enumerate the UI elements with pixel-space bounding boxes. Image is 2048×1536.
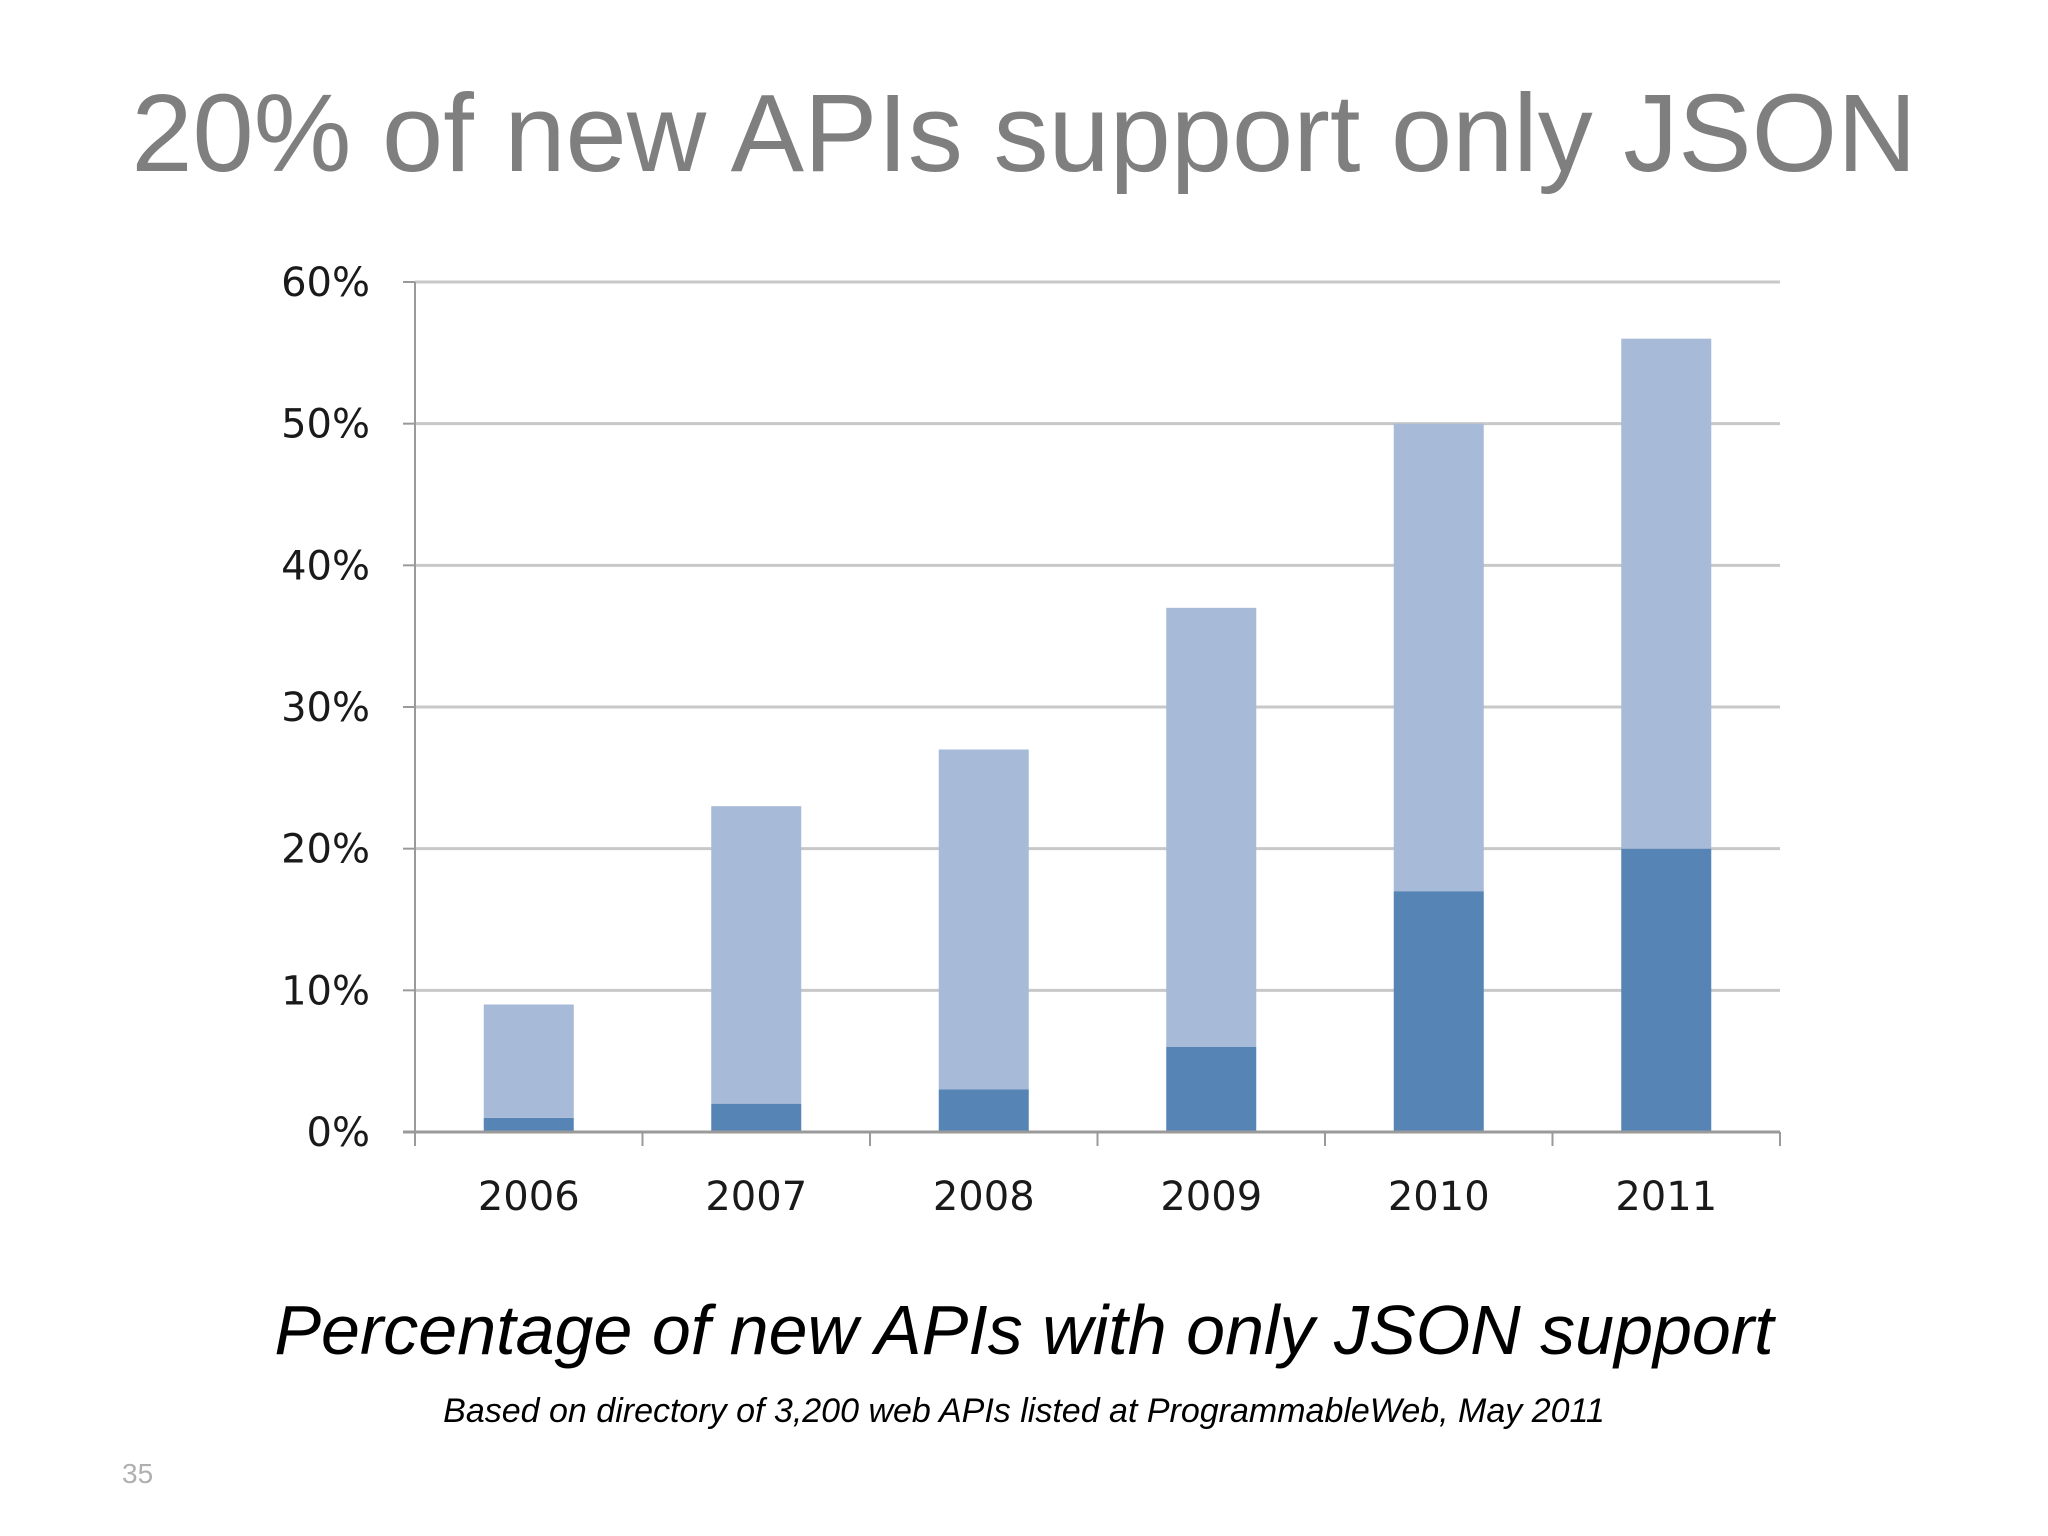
bars bbox=[483, 338, 1712, 1132]
tick-labels: 0% 10% 20% 30% 40% 50% 60% 2006 2007 2008 2009 2010… bbox=[281, 260, 1717, 1220]
bar-segment-upper bbox=[1621, 338, 1712, 849]
bar-segment-upper bbox=[711, 806, 802, 1104]
source-note: Based on directory of 3,200 web APIs lis… bbox=[443, 1392, 1605, 1430]
y-tick-label: 30% bbox=[281, 685, 370, 731]
x-tick-label: 2006 bbox=[478, 1174, 580, 1220]
x-tick-label: 2009 bbox=[1160, 1174, 1262, 1220]
axes bbox=[403, 281, 1781, 1146]
bar-segment-lower bbox=[1621, 848, 1712, 1132]
x-tick-label: 2010 bbox=[1388, 1174, 1490, 1220]
slide-title: 20% of new APIs support only JSON bbox=[131, 72, 1917, 195]
bar-segment-lower bbox=[1393, 891, 1484, 1132]
y-tick-label: 40% bbox=[281, 543, 370, 589]
bar-segment-lower bbox=[483, 1117, 574, 1132]
y-tick-label: 60% bbox=[281, 260, 370, 306]
chart-caption: Percentage of new APIs with only JSON su… bbox=[274, 1291, 1774, 1369]
x-tick-label: 2011 bbox=[1615, 1174, 1717, 1220]
slide-number: 35 bbox=[122, 1458, 154, 1489]
y-tick-label: 0% bbox=[307, 1110, 370, 1156]
x-tick-label: 2007 bbox=[705, 1174, 807, 1220]
y-tick-label: 20% bbox=[281, 827, 370, 873]
bar-segment-upper bbox=[938, 749, 1029, 1090]
bar-segment-lower bbox=[711, 1103, 802, 1132]
y-tick-label: 10% bbox=[281, 968, 370, 1014]
bar-segment-upper bbox=[483, 1004, 574, 1118]
x-tick-label: 2008 bbox=[933, 1174, 1035, 1220]
bar-segment-lower bbox=[1166, 1047, 1257, 1132]
gridlines bbox=[415, 280, 1780, 992]
y-tick-label: 50% bbox=[281, 402, 370, 448]
bar-segment-upper bbox=[1393, 423, 1484, 892]
bar-segment-upper bbox=[1166, 607, 1257, 1047]
bar-segment-lower bbox=[938, 1089, 1029, 1132]
